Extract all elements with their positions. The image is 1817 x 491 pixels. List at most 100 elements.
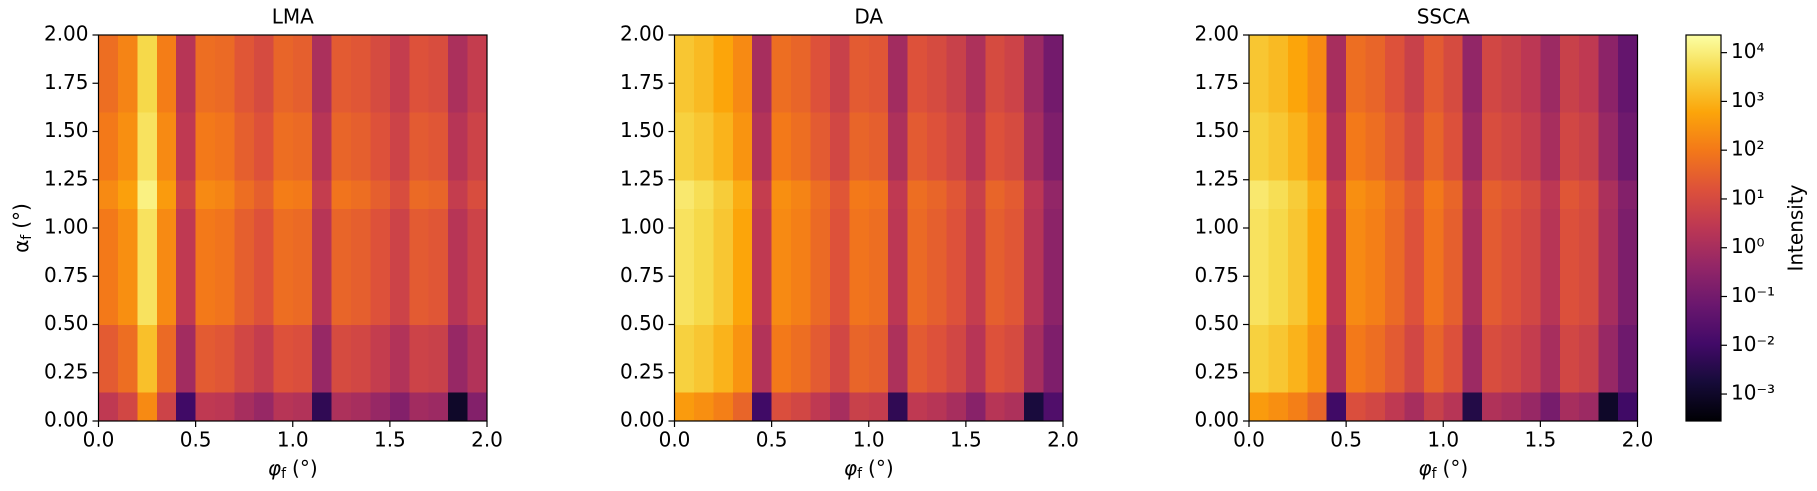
heatmap-cell bbox=[1365, 35, 1386, 113]
x-tick-label: 2.0 bbox=[1047, 428, 1079, 452]
heatmap-cell bbox=[1618, 112, 1638, 181]
heatmap bbox=[98, 35, 488, 422]
heatmap-cell bbox=[1287, 179, 1308, 210]
heatmap-cell bbox=[331, 392, 352, 422]
heatmap-cell bbox=[1004, 179, 1025, 210]
heatmap-cell bbox=[1443, 324, 1464, 393]
x-tick-label: 1.5 bbox=[1524, 428, 1556, 452]
heatmap-cell bbox=[1326, 392, 1347, 422]
heatmap-cell bbox=[1618, 35, 1638, 113]
y-tick-label: 1.25 bbox=[1194, 166, 1239, 190]
heatmap-cell bbox=[370, 392, 391, 422]
heatmap-cell bbox=[829, 392, 850, 422]
heatmap-cell bbox=[389, 324, 410, 393]
heatmap-cell bbox=[1404, 179, 1425, 210]
heatmap-cell bbox=[1287, 208, 1308, 325]
x-tick-label: 0.5 bbox=[180, 428, 212, 452]
heatmap-cell bbox=[448, 35, 469, 113]
heatmap-cell bbox=[351, 35, 371, 113]
heatmap-cell bbox=[117, 35, 138, 113]
heatmap-cell bbox=[771, 392, 792, 422]
heatmap-cell bbox=[467, 324, 488, 393]
heatmap bbox=[674, 35, 1064, 422]
heatmap-cell bbox=[1559, 112, 1580, 181]
label-symbol: φ bbox=[1418, 456, 1431, 480]
heatmap-cell bbox=[888, 324, 909, 393]
heatmap-cell bbox=[1579, 324, 1600, 393]
heatmap-cell bbox=[234, 324, 255, 393]
heatmap-cell bbox=[253, 392, 274, 422]
heatmap-cell bbox=[1462, 208, 1483, 325]
heatmap-cell bbox=[1287, 392, 1308, 422]
heatmap-cell bbox=[1482, 208, 1503, 325]
heatmap-cell bbox=[985, 179, 1006, 210]
heatmap-cell bbox=[351, 392, 371, 422]
heatmap-cell bbox=[1249, 179, 1269, 210]
heatmap-cell bbox=[946, 179, 967, 210]
heatmap-cell bbox=[985, 324, 1006, 393]
heatmap-cell bbox=[771, 324, 792, 393]
heatmap-cell bbox=[868, 392, 889, 422]
heatmap-cell bbox=[1501, 179, 1522, 210]
heatmap-cell bbox=[732, 179, 753, 210]
heatmap-cell bbox=[907, 392, 928, 422]
heatmap-cell bbox=[1540, 112, 1561, 181]
heatmap-cell bbox=[732, 35, 753, 113]
heatmap-cell bbox=[868, 35, 889, 113]
heatmap-cell bbox=[888, 179, 909, 210]
heatmap-cell bbox=[1004, 35, 1025, 113]
colorbar-tick-label: 10³ bbox=[1731, 88, 1764, 112]
heatmap-cell bbox=[965, 324, 986, 393]
heatmap-cell bbox=[1579, 392, 1600, 422]
heatmap-cell bbox=[791, 112, 811, 181]
heatmap-cell bbox=[1268, 112, 1289, 181]
heatmap-cell bbox=[351, 179, 371, 210]
y-tick-label: 1.75 bbox=[44, 70, 89, 94]
heatmap-cell bbox=[1462, 35, 1483, 113]
heatmap-cell bbox=[1307, 112, 1328, 181]
heatmap-cell bbox=[448, 324, 469, 393]
x-tick-label: 0.0 bbox=[1233, 428, 1265, 452]
heatmap-cell bbox=[1598, 179, 1619, 210]
heatmap-cell bbox=[752, 208, 773, 325]
heatmap-cell bbox=[1287, 112, 1308, 181]
heatmap-cell bbox=[292, 324, 313, 393]
heatmap-cell bbox=[98, 324, 119, 393]
heatmap-cell bbox=[810, 35, 831, 113]
heatmap-cell bbox=[927, 35, 947, 113]
heatmap-cell bbox=[1423, 179, 1444, 210]
heatmap-cell bbox=[312, 35, 333, 113]
heatmap-cell bbox=[1326, 35, 1347, 113]
heatmap-cell bbox=[1365, 324, 1386, 393]
heatmap-cell bbox=[215, 208, 235, 325]
heatmap-cell bbox=[732, 112, 753, 181]
heatmap-cell bbox=[312, 324, 333, 393]
y-tick-label: 1.00 bbox=[620, 215, 665, 239]
heatmap-cell bbox=[1365, 392, 1386, 422]
heatmap-cell bbox=[1443, 112, 1464, 181]
heatmap-cell bbox=[1462, 112, 1483, 181]
heatmap-cell bbox=[1540, 208, 1561, 325]
heatmap-cell bbox=[292, 35, 313, 113]
colorbar-tick-label: 10¹ bbox=[1731, 185, 1764, 209]
heatmap-cell bbox=[467, 179, 488, 210]
heatmap-cell bbox=[117, 324, 138, 393]
heatmap-cell bbox=[1540, 392, 1561, 422]
heatmap-cell bbox=[273, 324, 294, 393]
heatmap-cell bbox=[117, 112, 138, 181]
heatmap-cell bbox=[331, 324, 352, 393]
heatmap-cell bbox=[1482, 35, 1503, 113]
y-tick-label: 0.25 bbox=[44, 359, 89, 383]
heatmap-cell bbox=[829, 35, 850, 113]
axis-label: αf (°) bbox=[9, 203, 36, 253]
heatmap-cell bbox=[985, 35, 1006, 113]
x-tick-label: 1.0 bbox=[853, 428, 885, 452]
y-tick-label: 1.50 bbox=[620, 118, 665, 142]
x-tick-label: 0.5 bbox=[1330, 428, 1362, 452]
heatmap-cell bbox=[732, 208, 753, 325]
y-tick-label: 0.00 bbox=[44, 408, 89, 432]
x-tick-label: 1.5 bbox=[950, 428, 982, 452]
heatmap-cell bbox=[907, 208, 928, 325]
x-tick-label: 1.0 bbox=[277, 428, 309, 452]
